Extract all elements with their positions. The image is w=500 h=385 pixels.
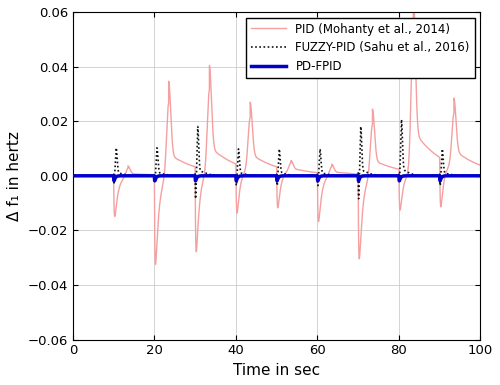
PID (Mohanty et al., 2014) — [117, 183, 123, 187]
PID (Mohanty et al., 2014) — [362, 191, 368, 195]
FUZZY-PID (Sahu et al., 2016) — [284, 172, 290, 177]
PID (Mohanty et al., 2014) — [289, 159, 295, 164]
FUZZY-PID (Sahu et al., 2016) — [117, 171, 123, 176]
PD-FPID — [289, 174, 295, 178]
FUZZY-PID (Sahu et al., 2016) — [402, 169, 408, 173]
PID (Mohanty et al., 2014) — [410, 10, 416, 14]
PD-FPID — [284, 174, 290, 178]
Line: PID (Mohanty et al., 2014): PID (Mohanty et al., 2014) — [73, 12, 480, 264]
PD-FPID — [152, 179, 158, 183]
PID (Mohanty et al., 2014) — [152, 262, 158, 267]
FUZZY-PID (Sahu et al., 2016) — [398, 117, 404, 122]
Line: FUZZY-PID (Sahu et al., 2016): FUZZY-PID (Sahu et al., 2016) — [73, 120, 480, 199]
PD-FPID — [70, 174, 76, 178]
PID (Mohanty et al., 2014) — [284, 169, 290, 173]
PD-FPID — [448, 174, 454, 178]
FUZZY-PID (Sahu et al., 2016) — [192, 196, 198, 201]
PD-FPID — [117, 174, 123, 178]
PD-FPID — [402, 174, 408, 178]
FUZZY-PID (Sahu et al., 2016) — [362, 169, 368, 174]
Legend: PID (Mohanty et al., 2014), FUZZY-PID (Sahu et al., 2016), PD-FPID: PID (Mohanty et al., 2014), FUZZY-PID (S… — [246, 18, 474, 78]
FUZZY-PID (Sahu et al., 2016) — [289, 173, 295, 177]
PD-FPID — [478, 174, 484, 178]
X-axis label: Time in sec: Time in sec — [233, 363, 320, 378]
PD-FPID — [362, 174, 368, 178]
PID (Mohanty et al., 2014) — [402, 177, 408, 182]
FUZZY-PID (Sahu et al., 2016) — [448, 172, 454, 177]
Line: PD-FPID: PD-FPID — [73, 176, 480, 181]
PID (Mohanty et al., 2014) — [70, 174, 76, 178]
FUZZY-PID (Sahu et al., 2016) — [478, 174, 484, 178]
FUZZY-PID (Sahu et al., 2016) — [70, 174, 76, 178]
PID (Mohanty et al., 2014) — [478, 163, 484, 167]
PID (Mohanty et al., 2014) — [448, 151, 454, 156]
Y-axis label: Δ f₁ in hertz: Δ f₁ in hertz — [7, 131, 22, 221]
